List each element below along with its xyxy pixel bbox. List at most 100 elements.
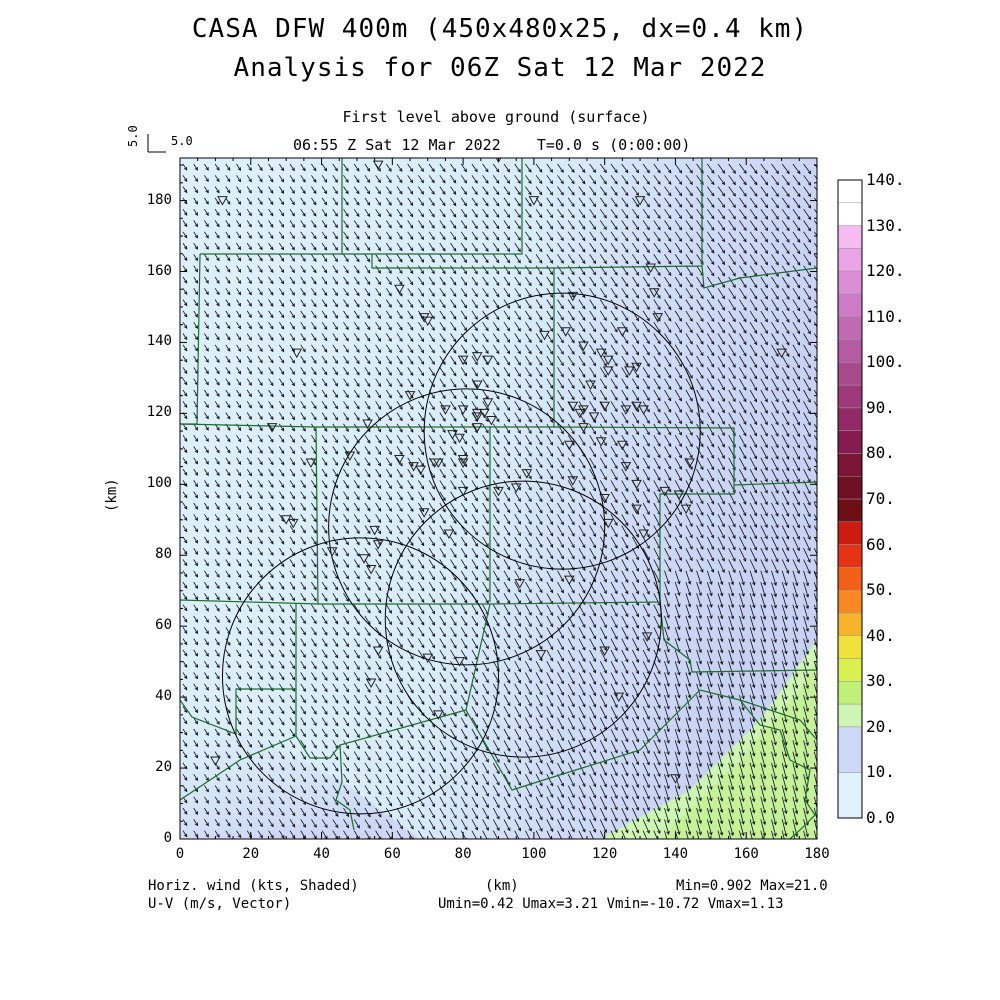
wind-vector-head: [345, 824, 350, 829]
wind-vector: [278, 423, 285, 431]
wind-vector: [225, 299, 231, 307]
wind-vector-head: [216, 743, 220, 748]
wind-vector: [204, 694, 209, 702]
wind-vector-head: [183, 664, 188, 668]
wind-vector: [300, 762, 306, 771]
wind-vector-head: [378, 677, 382, 682]
wind-vector: [225, 672, 231, 680]
wind-vector-head: [237, 506, 242, 511]
wind-vector: [246, 796, 252, 804]
wind-vector-head: [324, 620, 328, 625]
wind-vector: [246, 265, 252, 273]
wind-vector: [353, 830, 360, 839]
wind-vector: [364, 276, 371, 285]
wind-vector-head: [259, 450, 263, 454]
wind-vector-head: [227, 359, 231, 364]
wind-vector-head: [183, 698, 188, 702]
wind-vector: [204, 660, 209, 668]
wind-vector-head: [216, 619, 220, 624]
wind-vector-head: [205, 822, 209, 827]
wind-vector-head: [194, 291, 198, 296]
wind-vector-head: [313, 201, 317, 206]
wind-vector: [204, 480, 209, 487]
wind-vector: [225, 660, 231, 668]
wind-vector: [375, 559, 382, 568]
wind-vector: [204, 683, 209, 691]
wind-vector-head: [194, 811, 199, 815]
wind-vector: [257, 231, 263, 239]
wind-vector-head: [356, 179, 360, 183]
wind-vector: [311, 536, 317, 545]
wind-vector-head: [377, 439, 382, 444]
wind-vector: [278, 536, 285, 545]
wind-vector-head: [313, 303, 317, 308]
wind-vector-head: [259, 280, 263, 285]
wind-vector-head: [302, 167, 306, 172]
wind-vector: [214, 276, 220, 284]
wind-vector-head: [237, 359, 242, 364]
wind-vector: [204, 559, 209, 566]
wind-vector-head: [248, 517, 252, 522]
wind-vector-head: [356, 722, 360, 727]
wind-vector-head: [259, 416, 263, 420]
wind-vector: [289, 547, 295, 556]
wind-vector-head: [313, 677, 317, 681]
wind-vector-head: [248, 823, 253, 827]
time-subtitle: 06:55 Z Sat 12 Mar 2022 T=0.0 s (0:00:00…: [293, 136, 691, 154]
wind-vector: [353, 310, 360, 319]
wind-vector: [385, 401, 392, 410]
wind-vector: [289, 254, 295, 262]
wind-vector-head: [248, 597, 252, 601]
wind-vector-head: [302, 224, 306, 228]
wind-vector-head: [270, 766, 274, 771]
wind-vector-head: [227, 596, 231, 601]
wind-vector-head: [205, 494, 209, 499]
wind-vector: [257, 299, 263, 307]
wind-vector: [236, 242, 241, 250]
wind-vector-head: [281, 620, 285, 624]
wind-vector-head: [270, 404, 274, 409]
wind-vector: [364, 807, 371, 817]
wind-vector: [214, 559, 220, 566]
wind-vector-head: [302, 212, 306, 217]
wind-vector-head: [345, 281, 349, 285]
wind-vector-head: [205, 460, 209, 465]
wind-vector-head: [302, 178, 306, 183]
wind-vector: [364, 740, 371, 749]
wind-vector: [343, 581, 349, 591]
wind-vector: [225, 231, 231, 239]
wind-vector: [343, 536, 349, 545]
wind-vector: [193, 570, 198, 578]
wind-vector: [204, 401, 209, 408]
wind-vector-head: [335, 813, 339, 817]
wind-vector-head: [237, 574, 242, 579]
wind-vector-head: [227, 495, 231, 499]
wind-vector: [375, 276, 381, 285]
wind-vector-head: [388, 247, 392, 252]
wind-vector-head: [356, 700, 360, 705]
wind-vector-head: [334, 405, 339, 410]
wind-vector: [236, 785, 242, 793]
wind-vector-head: [248, 653, 252, 658]
wind-vector-head: [302, 756, 306, 760]
wind-vector-head: [313, 711, 317, 715]
wind-vector-head: [183, 189, 188, 194]
wind-vector: [257, 649, 263, 657]
wind-vector-head: [194, 460, 199, 465]
wind-vector: [193, 649, 198, 657]
wind-vector: [343, 514, 349, 523]
wind-vector-head: [183, 257, 188, 262]
wind-vector-head: [281, 778, 285, 783]
wind-vector-head: [334, 348, 338, 353]
wind-vector-head: [237, 630, 242, 635]
wind-vector-head: [302, 665, 306, 670]
wind-vector-head: [356, 485, 360, 489]
wind-vector: [353, 220, 360, 228]
wind-vector: [257, 480, 263, 488]
wind-vector-head: [377, 564, 382, 569]
wind-vector: [268, 728, 274, 737]
wind-vector: [321, 728, 328, 738]
wind-vector: [311, 288, 317, 296]
wind-vector: [343, 355, 349, 364]
wind-vector: [332, 163, 338, 172]
